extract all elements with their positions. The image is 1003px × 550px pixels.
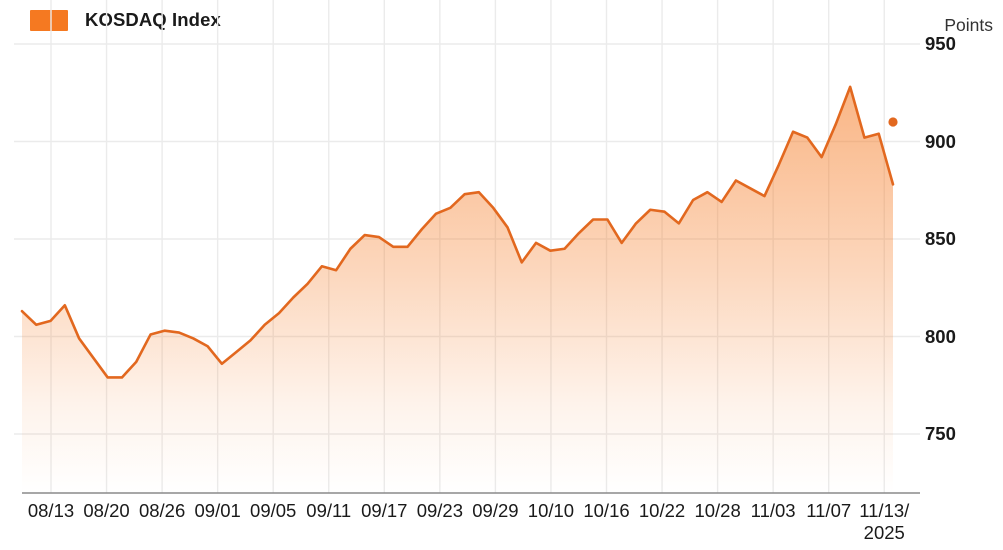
x-axis-tick-11-07: 11/07 [806,500,851,522]
legend-color-swatch [30,9,68,31]
last-point-marker [888,117,898,127]
x-axis-tick-10-22: 10/22 [639,500,685,522]
x-axis-tick-10-10: 10/10 [528,500,574,522]
y-axis-tick-900: 900 [925,130,956,152]
x-tick-date: 11/13/ [859,500,910,521]
x-axis-tick-08-13: 08/13 [28,500,74,522]
x-tick-date: 10/22 [638,500,686,521]
x-axis-tick-08-26: 08/26 [139,500,185,522]
x-tick-date: 09/23 [416,500,463,521]
x-axis-tick-08-20: 08/20 [83,500,129,522]
x-axis-tick-09-23: 09/23 [417,500,463,522]
x-axis-tick-09-17: 09/17 [361,500,407,522]
y-axis-tick-750: 750 [925,423,956,444]
x-tick-date: 09/05 [250,500,297,521]
x-tick-date: 10/28 [694,500,741,521]
x-axis-tick-11-13-: 11/13/2025 [859,500,909,544]
x-axis-tick-10-28: 10/28 [694,500,740,522]
x-axis-tick-10-16: 10/16 [583,500,629,522]
chart-legend[interactable]: KOSDAQ Index [30,8,221,32]
x-tick-date: 08/26 [138,500,186,521]
x-tick-date: 09/11 [306,500,352,521]
y-axis-tick-800: 800 [925,325,956,347]
x-tick-date: 09/17 [361,500,408,521]
legend-series-label: KOSDAQ Index [85,9,221,30]
x-axis-tick-09-29: 09/29 [472,500,518,522]
y-axis-tick-850: 850 [925,228,956,249]
x-tick-date: 09/01 [194,500,241,521]
x-tick-date: 11/03 [750,500,796,521]
x-tick-date: 11/07 [806,500,852,521]
x-tick-year: 2025 [863,521,905,543]
x-tick-date: 08/20 [83,500,130,521]
x-axis-tick-09-01: 09/01 [194,500,240,522]
y-axis-tick-950: 950 [925,33,956,54]
series-line [20,85,895,379]
x-tick-date: 10/16 [583,500,630,521]
y-axis-unit-label: Points [944,15,993,35]
x-axis-tick-09-05: 09/05 [250,500,296,522]
x-tick-date: 09/29 [472,500,519,521]
x-axis-tick-11-03: 11/03 [751,500,796,522]
series-area-fill [22,86,893,494]
x-tick-date: 08/13 [27,500,75,521]
x-tick-date: 10/10 [527,500,575,521]
x-axis-tick-09-11: 09/11 [306,500,351,522]
